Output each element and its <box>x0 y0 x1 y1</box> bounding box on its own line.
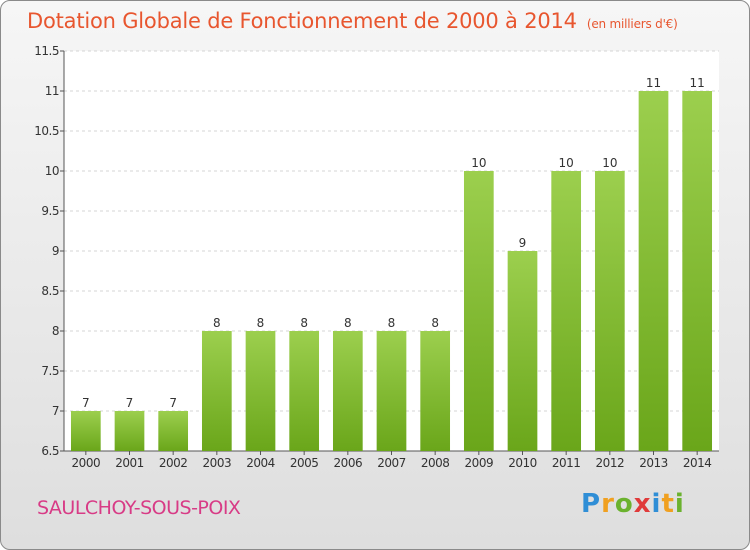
y-tick-label: 9 <box>52 244 59 258</box>
x-tick-label: 2009 <box>465 456 494 470</box>
bar-value-label: 9 <box>519 236 527 250</box>
bar-value-label: 8 <box>431 316 439 330</box>
y-tick-label: 8 <box>52 324 59 338</box>
bar-value-label: 7 <box>169 396 177 410</box>
x-tick-label: 2007 <box>377 456 406 470</box>
bar-value-label: 8 <box>388 316 396 330</box>
x-tick-label: 2005 <box>290 456 319 470</box>
bar <box>463 171 494 451</box>
logo-letter: P <box>581 489 602 519</box>
x-tick-label: 2014 <box>683 456 712 470</box>
bar-value-label: 8 <box>257 316 265 330</box>
bar <box>70 411 101 451</box>
logo-letter: i <box>651 489 662 519</box>
x-tick-label: 2008 <box>421 456 450 470</box>
y-tick-label: 10 <box>45 164 59 178</box>
x-tick-label: 2011 <box>552 456 581 470</box>
bar-value-label: 7 <box>82 396 90 410</box>
x-tick-label: 2012 <box>596 456 625 470</box>
bar <box>158 411 189 451</box>
bar-value-label: 8 <box>300 316 308 330</box>
bar-value-label: 10 <box>559 156 574 170</box>
chart-subtitle: (en milliers d'€) <box>586 17 678 31</box>
data-labels: 7 7 7 8 8 8 8 8 8 10 9 10 10 11 11 <box>82 76 705 410</box>
x-tick-label: 2001 <box>115 456 144 470</box>
bar-value-label: 8 <box>213 316 221 330</box>
chart-title-text: Dotation Globale de Fonctionnement de 20… <box>27 9 577 33</box>
y-tick-label: 8.5 <box>41 284 59 298</box>
y-tick-label: 11.5 <box>34 44 59 58</box>
bar-value-label: 11 <box>690 76 705 90</box>
logo-letter: r <box>601 489 615 519</box>
bar <box>420 331 451 451</box>
x-tick-label: 2010 <box>508 456 537 470</box>
x-tick-labels: 2000 2001 2002 2003 2004 2005 2006 2007 2008 2009… <box>72 451 712 470</box>
logo-letter: i <box>674 489 685 519</box>
y-tick-label: 9.5 <box>41 204 59 218</box>
proxiti-logo: Proxiti <box>581 489 685 519</box>
logo-letter: o <box>614 489 634 519</box>
x-tick-label: 2013 <box>639 456 668 470</box>
bar <box>201 331 232 451</box>
chart-title: Dotation Globale de Fonctionnement de 20… <box>27 9 678 33</box>
logo-letter: x <box>633 489 652 519</box>
y-tick-label: 7.5 <box>41 364 59 378</box>
y-tick-label: 7 <box>52 404 59 418</box>
bar <box>507 251 538 451</box>
bar <box>594 171 625 451</box>
bar-value-label: 10 <box>471 156 486 170</box>
logo-letter: t <box>661 489 675 519</box>
bar <box>551 171 582 451</box>
bar <box>376 331 407 451</box>
bar <box>332 331 363 451</box>
bar-value-label: 7 <box>126 396 134 410</box>
bar-value-label: 8 <box>344 316 352 330</box>
bars <box>70 91 713 451</box>
x-tick-label: 2000 <box>72 456 101 470</box>
commune-name: SAULCHOY-SOUS-POIX <box>37 497 241 519</box>
y-tick-label: 10.5 <box>34 124 59 138</box>
y-tick-label: 11 <box>45 84 59 98</box>
y-tick-labels: 6.5 7 7.5 8 8.5 9 9.5 10 10.5 11 11.5 <box>34 44 64 458</box>
bar <box>682 91 713 451</box>
bar <box>245 331 276 451</box>
bar-value-label: 10 <box>602 156 617 170</box>
x-tick-label: 2002 <box>159 456 188 470</box>
bar <box>289 331 320 451</box>
y-tick-label: 6.5 <box>41 444 59 458</box>
x-tick-label: 2003 <box>203 456 232 470</box>
x-tick-label: 2004 <box>246 456 275 470</box>
bar-value-label: 11 <box>646 76 661 90</box>
bar <box>114 411 145 451</box>
bar <box>638 91 669 451</box>
x-tick-label: 2006 <box>334 456 363 470</box>
